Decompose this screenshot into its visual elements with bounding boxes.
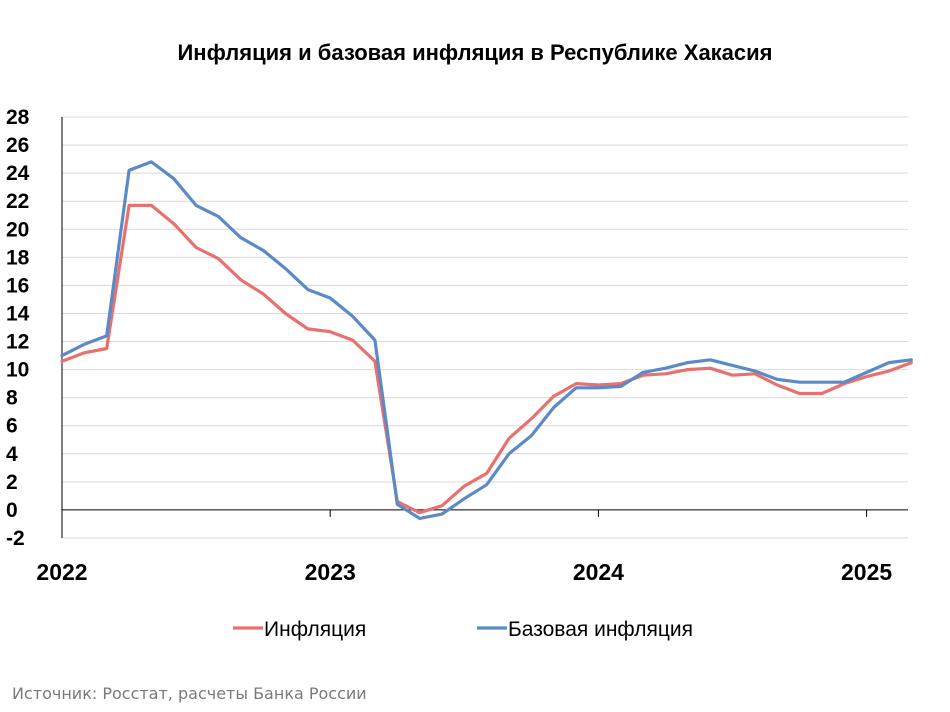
x-tick-label: 2022 <box>36 559 87 585</box>
y-tick-label: 8 <box>6 387 18 410</box>
grid-lines <box>62 116 908 539</box>
x-tick-label: 2023 <box>305 559 356 585</box>
series-line <box>60 160 913 521</box>
y-tick-label: 6 <box>6 415 18 438</box>
legend-label: Базовая инфляция <box>508 618 693 641</box>
axes <box>61 117 908 538</box>
y-tick-label: 10 <box>6 359 29 382</box>
y-tick-label: 12 <box>6 331 29 354</box>
y-tick-label: 14 <box>6 302 30 325</box>
series-line <box>60 203 913 515</box>
y-tick-label: 26 <box>6 134 29 157</box>
chart-title: Инфляция и базовая инфляция в Республике… <box>177 40 773 65</box>
y-tick-label: 2 <box>6 471 18 494</box>
legend-label: Инфляция <box>264 618 366 641</box>
y-tick-label: 24 <box>6 162 30 185</box>
y-tick-label: 20 <box>6 218 29 241</box>
series-lines <box>60 160 913 521</box>
y-tick-label: 28 <box>6 106 30 129</box>
y-tick-label: 18 <box>6 246 30 269</box>
y-tick-label: -2 <box>6 527 25 550</box>
y-tick-label: 4 <box>6 443 18 466</box>
y-tick-label: 0 <box>6 499 18 522</box>
legend: Инфляция Базовая инфляция <box>233 618 693 641</box>
y-tick-label: 22 <box>6 190 29 213</box>
x-tick-label: 2024 <box>573 559 624 585</box>
x-tick-label: 2025 <box>841 559 892 585</box>
y-tick-label: 16 <box>6 274 29 297</box>
source-note: Источник: Росстат, расчеты Банка России <box>12 684 367 703</box>
